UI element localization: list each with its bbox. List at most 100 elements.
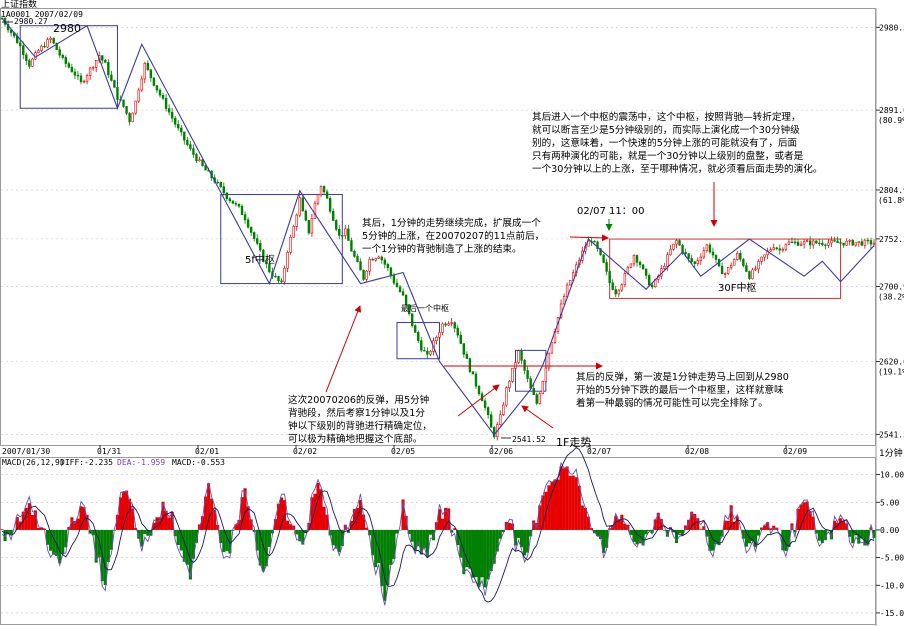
- label-time: 02/07 11：00: [577, 206, 644, 217]
- trend-polyline: [1, 17, 875, 436]
- candle-body: [468, 358, 472, 372]
- candle-body: [523, 360, 526, 371]
- price-tick-label: 2804.9: [879, 186, 904, 195]
- candle-body: [79, 75, 83, 83]
- candle-body: [186, 139, 189, 145]
- candle-body: [283, 267, 286, 283]
- candle-body: [407, 304, 411, 314]
- x-tick-label: 02/02: [293, 447, 317, 456]
- candle-body: [149, 69, 153, 79]
- candle-body: [815, 240, 818, 244]
- candle-body: [620, 284, 624, 291]
- candle-body: [177, 123, 180, 129]
- zone-box: [609, 238, 842, 299]
- candle-body: [61, 54, 64, 58]
- label-5f-zone: 5f中枢: [245, 253, 275, 266]
- candle-body: [356, 256, 359, 262]
- candle-body: [85, 75, 89, 82]
- annotation-right: 其后的反弹，第一波是1分钟走势马上回到从2980 开始的5分钟下跌的最后一个中枢…: [576, 371, 792, 409]
- label-low-value: 2541.52: [512, 435, 546, 444]
- candle-body: [544, 367, 548, 382]
- candle-body: [705, 244, 709, 252]
- candle-body: [772, 247, 775, 250]
- candle-body: [499, 414, 502, 425]
- candle-body: [180, 127, 183, 133]
- candle-body: [493, 427, 496, 438]
- candle-body: [313, 202, 317, 219]
- candle-body: [486, 407, 490, 415]
- candle-body: [869, 240, 873, 245]
- candle-body: [167, 108, 171, 113]
- x-tick-label: 02/01: [195, 447, 219, 456]
- candle-body: [304, 210, 308, 221]
- candle-body: [401, 291, 405, 296]
- candle-body: [723, 273, 727, 275]
- macd-tick-label: -10.00: [880, 581, 904, 590]
- price-tick-pct: (19.1%): [878, 368, 904, 377]
- candle-body: [40, 45, 43, 51]
- candle-body: [702, 250, 706, 258]
- candle-body: [131, 112, 134, 123]
- candle-body: [52, 37, 55, 44]
- candle-body: [526, 370, 529, 379]
- candle-body: [252, 232, 256, 239]
- candle-body: [438, 332, 441, 338]
- candle-body: [316, 194, 320, 204]
- candle-body: [508, 381, 511, 388]
- candle-body: [808, 240, 812, 246]
- candle-body: [547, 352, 551, 369]
- price-candles: [0, 15, 876, 441]
- candle-body: [429, 351, 432, 355]
- candle-body: [140, 78, 143, 91]
- candle-body: [325, 191, 329, 199]
- candle-body: [587, 240, 590, 247]
- candle-body: [155, 85, 159, 91]
- candle-body: [599, 248, 602, 256]
- candle-body: [353, 250, 356, 257]
- label-2980: 2980: [53, 22, 81, 35]
- candle-body: [456, 327, 459, 336]
- candle-body: [216, 181, 219, 184]
- candle-body: [623, 273, 627, 286]
- candle-body: [383, 259, 387, 265]
- candle-body: [73, 71, 77, 76]
- candle-body: [866, 239, 870, 242]
- candle-body: [331, 210, 335, 221]
- annotation-top: 其后进入一个中枢的震荡中，这个中枢，按照背驰—转折定理， 就可以断言至少是5分钟…: [532, 111, 822, 175]
- price-tick-pct: (80.9%): [878, 116, 904, 125]
- candle-body: [240, 205, 244, 215]
- candle-body: [459, 334, 462, 344]
- candle-body: [851, 239, 854, 246]
- candle-body: [796, 241, 800, 246]
- candle-body: [146, 63, 150, 70]
- candle-body: [143, 63, 147, 80]
- candle-body: [392, 275, 396, 284]
- candle-body: [790, 241, 794, 244]
- candle-body: [268, 263, 271, 273]
- candle-body: [101, 55, 104, 61]
- candle-body: [280, 280, 283, 283]
- candle-body: [651, 284, 654, 288]
- candle-body: [204, 165, 207, 171]
- candle-body: [696, 260, 699, 265]
- label-1f-trend: 1F走势: [556, 436, 591, 449]
- candle-body: [237, 203, 241, 207]
- candle-body: [414, 325, 417, 333]
- candle-body: [322, 186, 326, 193]
- candle-body: [608, 271, 611, 284]
- macd-label: MACD(26,12,9): [2, 458, 65, 467]
- candle-body: [872, 242, 876, 245]
- candle-body: [821, 242, 824, 246]
- candle-body: [629, 263, 633, 268]
- candle-body: [219, 181, 222, 187]
- candle-body: [128, 113, 131, 123]
- candle-body: [860, 241, 864, 246]
- candle-body: [225, 192, 229, 199]
- candle-body: [638, 261, 642, 266]
- candle-body: [256, 238, 259, 244]
- candle-body: [228, 198, 232, 202]
- candle-body: [793, 241, 797, 244]
- label-30f-zone: 30F中枢: [718, 281, 756, 294]
- x-tick-label: 01/31: [97, 447, 121, 456]
- arrow-bottom: [457, 384, 500, 417]
